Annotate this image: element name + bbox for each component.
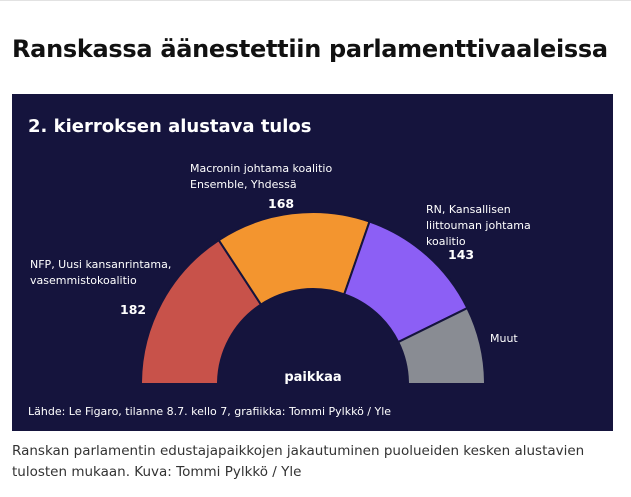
segment [396,306,487,385]
caption: Ranskan parlamentin edustajapaikkojen ja… [12,443,585,480]
chart: 2. kierroksen alustava tulos paikkaa Läh… [12,94,613,431]
center-label: paikkaa [284,370,342,385]
value-label: 143 [448,247,475,262]
source: Lähde: Le Figaro, tilanne 8.7. kello 7, … [28,405,392,418]
headline: Ranskassa äänestettiin parlamenttivaalei… [12,35,608,63]
chart-title: 2. kierroksen alustava tulos [28,116,312,137]
value-label: 168 [268,196,295,211]
segment-label: Muut [490,332,518,345]
segment-label: Macronin johtama koalitio Ensemble, Yhde… [190,162,333,191]
segment-label: RN, Kansallisen liittouman johtama koali… [426,203,531,248]
segment-label: NFP, Uusi kansanrintama, vasemmistokoali… [30,258,172,287]
value-label: 182 [120,302,147,317]
chart-svg [139,211,487,385]
